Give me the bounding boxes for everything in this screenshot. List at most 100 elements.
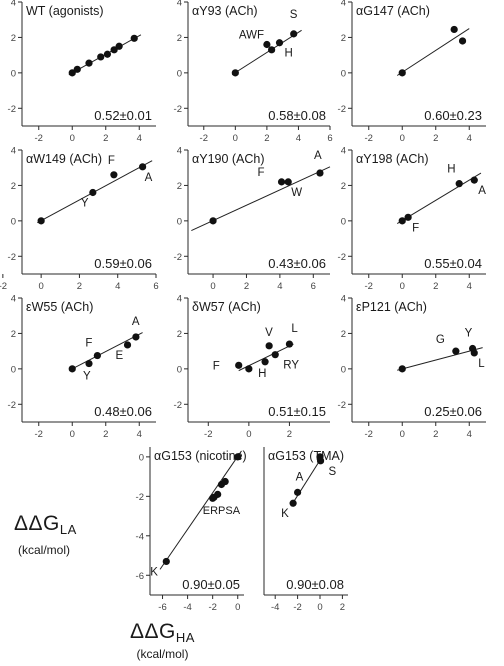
slope-annotation: 0.90±0.08 bbox=[286, 577, 344, 592]
group-label: ERPSA bbox=[203, 505, 241, 517]
y-tick-label: 0 bbox=[177, 216, 182, 227]
data-point bbox=[97, 53, 105, 61]
x-tick-label: -2 bbox=[365, 429, 373, 440]
y-tick-label: 4 bbox=[341, 294, 346, 305]
y-tick-label: 2 bbox=[11, 181, 16, 192]
point-label: W bbox=[291, 187, 302, 199]
x-tick-label: 2 bbox=[264, 133, 269, 144]
panel-title: δW57 (ACh) bbox=[192, 300, 261, 314]
slope-annotation: 0.48±0.06 bbox=[94, 404, 152, 419]
x-tick-label: -2 bbox=[293, 602, 301, 613]
point-label: K bbox=[150, 566, 158, 578]
panel-title: WT (agonists) bbox=[26, 4, 104, 18]
panel-title: αG147 (ACh) bbox=[356, 4, 430, 18]
x-tick-label: 0 bbox=[70, 429, 75, 440]
data-point bbox=[85, 359, 93, 368]
x-tick-label: 6 bbox=[153, 281, 158, 292]
x-tick-label: 2 bbox=[433, 133, 438, 144]
y-tick-label: 4 bbox=[11, 0, 16, 9]
point-label: F bbox=[213, 360, 220, 372]
x-tick-label: -6 bbox=[158, 602, 166, 613]
data-point bbox=[214, 490, 222, 498]
x-tick-label: -4 bbox=[183, 602, 191, 613]
data-point bbox=[316, 169, 324, 177]
data-point bbox=[221, 477, 229, 486]
y-tick-label: -6 bbox=[136, 571, 144, 582]
y-tick-label: -2 bbox=[8, 400, 16, 411]
x-tick-label: 0 bbox=[400, 281, 405, 292]
x-tick-label: 0 bbox=[246, 429, 251, 440]
point-label: S bbox=[329, 466, 337, 478]
x-tick-label: 4 bbox=[115, 281, 120, 292]
data-point bbox=[398, 69, 406, 77]
data-point bbox=[285, 340, 294, 348]
x-tick-label: -2 bbox=[0, 281, 7, 292]
x-tick-label: 6 bbox=[311, 281, 316, 292]
point-label: K bbox=[281, 508, 289, 520]
x-tick-label: -2 bbox=[365, 133, 373, 144]
data-point bbox=[235, 361, 243, 369]
y-tick-label: 2 bbox=[341, 329, 346, 340]
data-point bbox=[294, 488, 302, 496]
y-tick-label: -2 bbox=[8, 252, 16, 263]
point-label: A bbox=[314, 150, 322, 162]
slope-annotation: 0.58±0.08 bbox=[268, 108, 326, 123]
y-tick-label: 2 bbox=[11, 33, 16, 44]
data-point bbox=[130, 34, 138, 42]
y-tick-label: 0 bbox=[139, 452, 144, 463]
x-tick-label: 0 bbox=[317, 602, 322, 613]
data-point bbox=[289, 499, 297, 507]
y-tick-label: -2 bbox=[174, 252, 182, 263]
point-label: Y bbox=[465, 327, 473, 339]
data-point bbox=[268, 46, 276, 54]
x-tick-label: -2 bbox=[200, 133, 208, 144]
y-tick-label: -2 bbox=[338, 104, 346, 115]
data-point bbox=[234, 453, 242, 461]
y-tick-label: 0 bbox=[341, 216, 346, 227]
point-label: S bbox=[290, 9, 298, 21]
data-point bbox=[404, 213, 412, 221]
data-point bbox=[110, 46, 118, 54]
point-label: AWF bbox=[239, 30, 264, 42]
y-tick-label: -2 bbox=[338, 252, 346, 263]
point-label: G bbox=[436, 334, 445, 346]
point-label: Y bbox=[83, 371, 91, 383]
x-tick-label: 4 bbox=[467, 281, 472, 292]
data-point bbox=[123, 341, 132, 349]
y-axis-label-main: ΔΔG bbox=[14, 512, 60, 535]
y-tick-label: 0 bbox=[177, 364, 182, 375]
y-tick-label: 2 bbox=[341, 181, 346, 192]
data-point bbox=[470, 349, 478, 357]
data-point bbox=[245, 365, 253, 373]
y-tick-label: 0 bbox=[11, 68, 16, 79]
data-point bbox=[162, 557, 170, 566]
y-tick-label: 4 bbox=[177, 0, 182, 9]
point-label: Y bbox=[81, 198, 89, 210]
fit-line bbox=[70, 332, 143, 371]
data-point bbox=[316, 457, 325, 465]
x-tick-label: -2 bbox=[35, 133, 43, 144]
point-label: RY bbox=[283, 360, 299, 372]
point-label: H bbox=[285, 48, 293, 60]
x-tick-label: -2 bbox=[365, 281, 373, 292]
point-label: E bbox=[116, 350, 124, 362]
data-point bbox=[73, 65, 81, 73]
x-tick-label: 4 bbox=[137, 133, 142, 144]
x-axis-label-sub: HA bbox=[175, 630, 195, 645]
x-tick-label: 0 bbox=[38, 281, 43, 292]
point-label: F bbox=[412, 222, 419, 234]
data-point bbox=[398, 365, 406, 373]
y-tick-label: 2 bbox=[177, 181, 182, 192]
panel-title: αY198 (ACh) bbox=[356, 152, 429, 166]
y-tick-label: 4 bbox=[177, 146, 182, 157]
data-point bbox=[452, 347, 460, 355]
point-label: A bbox=[478, 185, 486, 197]
point-label: A bbox=[145, 172, 153, 184]
point-label: L bbox=[478, 358, 485, 370]
x-tick-label: 0 bbox=[400, 133, 405, 144]
point-label: F bbox=[85, 338, 92, 350]
data-point bbox=[89, 188, 97, 197]
slope-annotation: 0.55±0.04 bbox=[424, 256, 482, 271]
fit-line bbox=[397, 347, 483, 371]
data-point bbox=[37, 217, 45, 225]
